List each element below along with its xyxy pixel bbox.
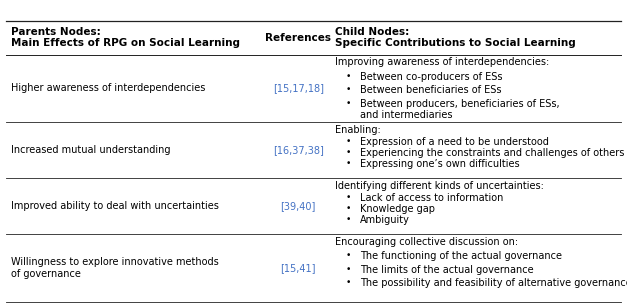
Text: Between producers, beneficiaries of ESs,
and intermediaries: Between producers, beneficiaries of ESs,… xyxy=(360,99,559,120)
Text: •: • xyxy=(346,85,351,94)
Text: •: • xyxy=(346,160,351,168)
Text: Identifying different kinds of uncertainties:: Identifying different kinds of uncertain… xyxy=(335,181,544,191)
Text: •: • xyxy=(346,265,351,274)
Text: Enabling:: Enabling: xyxy=(335,125,381,135)
Text: •: • xyxy=(346,193,351,202)
Text: •: • xyxy=(346,72,351,81)
Text: Ambiguity: Ambiguity xyxy=(360,215,409,225)
Text: Improving awareness of interdependencies:: Improving awareness of interdependencies… xyxy=(335,57,549,67)
Text: Willingness to explore innovative methods
of governance: Willingness to explore innovative method… xyxy=(11,257,219,279)
Text: [16,37,38]: [16,37,38] xyxy=(273,145,324,155)
Text: Increased mutual understanding: Increased mutual understanding xyxy=(11,145,171,155)
Text: [39,40]: [39,40] xyxy=(280,201,316,211)
Text: The functioning of the actual governance: The functioning of the actual governance xyxy=(360,251,562,261)
Text: Encouraging collective discussion on:: Encouraging collective discussion on: xyxy=(335,237,518,247)
Text: •: • xyxy=(346,278,351,287)
Text: The possibility and feasibility of alternative governance: The possibility and feasibility of alter… xyxy=(360,278,627,289)
Text: The limits of the actual governance: The limits of the actual governance xyxy=(360,265,533,275)
Text: •: • xyxy=(346,148,351,157)
Text: Knowledge gap: Knowledge gap xyxy=(360,204,435,214)
Text: •: • xyxy=(346,251,351,260)
Text: •: • xyxy=(346,99,351,108)
Text: Between co-producers of ESs: Between co-producers of ESs xyxy=(360,72,502,82)
Text: Experiencing the constraints and challenges of others: Experiencing the constraints and challen… xyxy=(360,148,624,158)
Text: Expressing one’s own difficulties: Expressing one’s own difficulties xyxy=(360,160,519,169)
Text: References: References xyxy=(265,33,331,43)
Text: [15,41]: [15,41] xyxy=(280,263,316,273)
Text: Higher awareness of interdependencies: Higher awareness of interdependencies xyxy=(11,84,206,93)
Text: •: • xyxy=(346,137,351,146)
Text: [15,17,18]: [15,17,18] xyxy=(273,84,324,93)
Text: Parents Nodes:
Main Effects of RPG on Social Learning: Parents Nodes: Main Effects of RPG on So… xyxy=(11,27,240,48)
Text: Between beneficiaries of ESs: Between beneficiaries of ESs xyxy=(360,85,501,95)
Text: •: • xyxy=(346,215,351,224)
Text: Child Nodes:
Specific Contributions to Social Learning: Child Nodes: Specific Contributions to S… xyxy=(335,27,576,48)
Text: •: • xyxy=(346,204,351,213)
Text: Improved ability to deal with uncertainties: Improved ability to deal with uncertaint… xyxy=(11,201,219,211)
Text: Expression of a need to be understood: Expression of a need to be understood xyxy=(360,137,549,147)
Text: Lack of access to information: Lack of access to information xyxy=(360,193,503,203)
